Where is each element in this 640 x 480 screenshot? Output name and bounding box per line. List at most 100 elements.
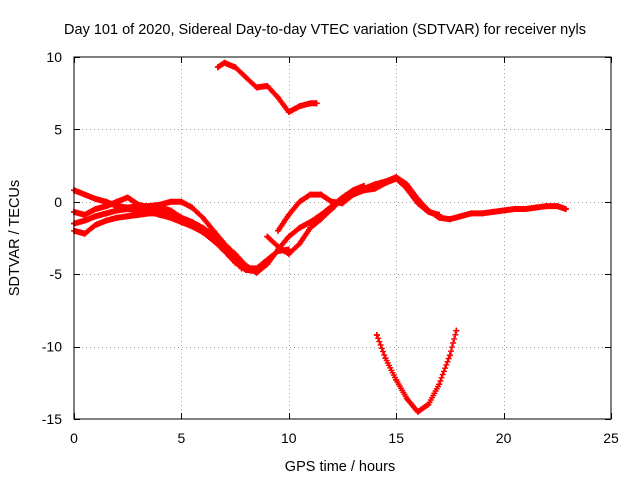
data-point — [199, 214, 206, 221]
data-point — [296, 240, 303, 247]
x-tick-label: 20 — [496, 430, 512, 446]
data-point — [221, 240, 228, 247]
x-axis-label: GPS time / hours — [285, 459, 395, 475]
data-point — [479, 210, 486, 217]
data-point — [307, 191, 314, 198]
data-point — [167, 198, 174, 205]
data-point — [264, 82, 271, 89]
data-point — [124, 206, 131, 213]
data-point — [178, 214, 185, 221]
data-point — [543, 203, 550, 210]
data-point — [296, 103, 303, 110]
data-point — [414, 408, 421, 415]
data-point — [253, 84, 260, 91]
data-point — [511, 206, 518, 213]
data-point — [532, 204, 539, 211]
series-arc-7 — [214, 59, 320, 116]
data-point — [285, 109, 292, 116]
y-tick-label: 0 — [54, 194, 62, 210]
data-point — [313, 100, 320, 107]
data-point — [446, 352, 453, 359]
data-point — [307, 100, 314, 107]
data-point — [210, 232, 217, 239]
data-point — [92, 213, 99, 220]
data-point — [307, 224, 314, 231]
series-arc-8 — [373, 327, 460, 415]
x-tick-label: 25 — [603, 430, 619, 446]
data-point — [189, 204, 196, 211]
data-point — [232, 250, 239, 257]
data-point — [103, 217, 110, 224]
series-arc-5 — [264, 174, 569, 257]
data-point — [403, 185, 410, 192]
data-point — [221, 59, 228, 66]
data-point — [562, 206, 569, 213]
data-point — [522, 206, 529, 213]
series-arc-1 — [71, 187, 245, 272]
data-point — [135, 201, 142, 208]
y-tick-label: -15 — [42, 411, 62, 427]
data-point — [350, 191, 357, 198]
data-point — [264, 261, 271, 268]
data-point — [285, 250, 292, 257]
data-point — [124, 194, 131, 201]
series-markers — [71, 194, 260, 275]
data-point — [103, 203, 110, 210]
data-point — [360, 187, 367, 194]
data-point — [81, 217, 88, 224]
series-markers — [373, 327, 460, 415]
data-point — [296, 224, 303, 231]
data-point — [242, 262, 249, 269]
data-point — [318, 191, 325, 198]
data-point — [328, 206, 335, 213]
series-arc-3 — [71, 206, 292, 272]
data-point — [425, 401, 432, 408]
data-point — [214, 64, 221, 71]
data-point — [275, 227, 282, 234]
data-point — [156, 204, 163, 211]
series-markers — [264, 174, 569, 257]
x-tick-label: 10 — [281, 430, 297, 446]
data-point — [393, 175, 400, 182]
data-point — [113, 207, 120, 214]
data-point — [393, 376, 400, 383]
data-point — [285, 211, 292, 218]
y-tick-label: -5 — [50, 266, 63, 282]
data-point — [124, 213, 131, 220]
data-point — [339, 200, 346, 207]
data-point — [382, 355, 389, 362]
y-tick-label: -10 — [42, 339, 62, 355]
data-point — [318, 216, 325, 223]
data-point — [103, 210, 110, 217]
data-point — [156, 210, 163, 217]
data-point — [328, 198, 335, 205]
data-point — [275, 94, 282, 101]
data-point — [264, 233, 271, 240]
data-point — [189, 219, 196, 226]
series-markers — [71, 187, 245, 272]
data-point — [81, 211, 88, 218]
plot-series — [71, 59, 569, 415]
data-point — [81, 230, 88, 237]
data-point — [242, 74, 249, 81]
data-point — [436, 211, 443, 218]
y-tick-label: 10 — [46, 49, 62, 65]
x-tick-label: 15 — [388, 430, 404, 446]
data-point — [414, 200, 421, 207]
y-axis-label: SDTVAR / TECUs — [7, 180, 23, 296]
data-point — [92, 221, 99, 228]
data-point — [489, 208, 496, 215]
data-point — [382, 179, 389, 186]
series-arc-2 — [71, 194, 260, 275]
x-tick-label: 0 — [70, 430, 78, 446]
y-tick-label: 5 — [54, 121, 62, 137]
data-point — [113, 214, 120, 221]
axis-ticks: 0 5 10 15 20 25 -15 -10 -5 0 5 10 — [42, 49, 619, 446]
data-point — [253, 269, 260, 276]
data-point — [275, 243, 282, 250]
data-point — [425, 208, 432, 215]
data-point — [373, 332, 380, 339]
data-point — [232, 64, 239, 71]
data-point — [178, 198, 185, 205]
